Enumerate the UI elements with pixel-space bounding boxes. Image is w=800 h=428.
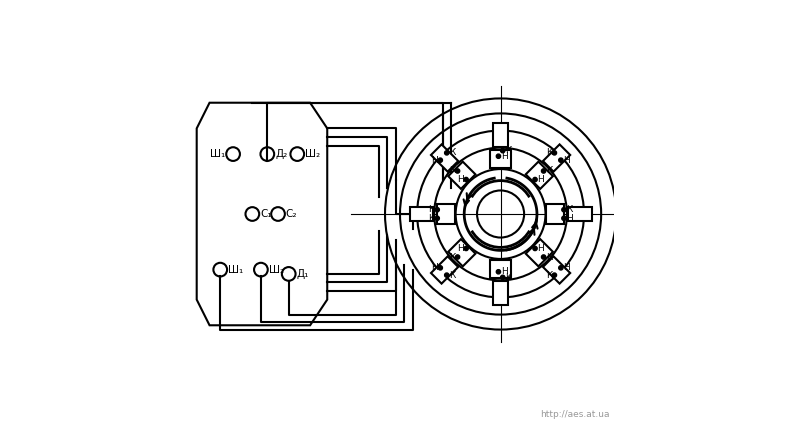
Bar <box>410 207 433 222</box>
Text: К: К <box>546 149 552 158</box>
Circle shape <box>445 273 449 277</box>
Circle shape <box>435 208 439 212</box>
Bar <box>543 144 570 172</box>
Circle shape <box>562 216 566 220</box>
Text: Н: Н <box>538 175 544 184</box>
Circle shape <box>445 151 449 155</box>
Bar <box>448 239 475 266</box>
Text: Ш₂: Ш₂ <box>305 149 320 159</box>
Circle shape <box>455 169 460 173</box>
Text: К: К <box>449 166 455 175</box>
Circle shape <box>496 154 501 158</box>
Bar <box>526 239 553 266</box>
Text: Н: Н <box>538 244 544 253</box>
Circle shape <box>562 208 566 212</box>
Bar <box>543 256 570 284</box>
Text: К: К <box>546 270 552 279</box>
Circle shape <box>438 266 442 270</box>
Bar <box>490 260 511 278</box>
Circle shape <box>435 216 439 220</box>
Text: Н: Н <box>457 244 464 253</box>
Text: К: К <box>449 149 455 158</box>
Text: К: К <box>546 253 552 262</box>
Bar <box>431 144 458 172</box>
Circle shape <box>455 255 460 259</box>
Text: http://aes.at.ua: http://aes.at.ua <box>540 410 610 419</box>
Circle shape <box>464 247 468 251</box>
Circle shape <box>542 255 546 259</box>
Text: Н: Н <box>501 267 507 276</box>
Bar <box>526 162 553 189</box>
Circle shape <box>533 247 537 251</box>
Text: Н: Н <box>563 156 570 165</box>
Bar <box>448 162 475 189</box>
Bar <box>493 123 508 146</box>
Text: К: К <box>505 273 511 282</box>
Circle shape <box>438 158 442 162</box>
Text: Н: Н <box>457 175 464 184</box>
Circle shape <box>501 149 505 153</box>
Text: К: К <box>546 166 552 175</box>
Text: Д₁: Д₁ <box>297 269 309 279</box>
Bar <box>493 282 508 305</box>
Text: Н: Н <box>431 156 438 165</box>
Text: С₂: С₂ <box>286 209 298 219</box>
Circle shape <box>533 177 537 181</box>
Text: К: К <box>429 214 435 223</box>
Bar <box>568 207 591 222</box>
Text: Ш₁: Ш₁ <box>210 149 226 159</box>
Text: Н: Н <box>501 152 507 161</box>
Text: К: К <box>505 146 511 155</box>
Bar <box>490 150 511 168</box>
Bar <box>431 256 458 284</box>
Circle shape <box>496 270 501 274</box>
Circle shape <box>501 275 505 279</box>
Circle shape <box>552 151 557 155</box>
Text: К: К <box>449 253 455 262</box>
Circle shape <box>558 266 563 270</box>
Circle shape <box>552 273 557 277</box>
Circle shape <box>558 158 563 162</box>
Circle shape <box>542 169 546 173</box>
Text: Ш₂: Ш₂ <box>269 265 284 275</box>
Bar <box>437 204 454 224</box>
Circle shape <box>464 177 468 181</box>
Text: Н: Н <box>431 263 438 272</box>
Text: Н: Н <box>428 205 435 214</box>
Text: С₁: С₁ <box>260 209 272 219</box>
Text: Д₂: Д₂ <box>275 149 287 159</box>
Bar <box>546 204 564 224</box>
Text: К: К <box>449 270 455 279</box>
Text: Н: Н <box>566 214 573 223</box>
Text: Ш₁: Ш₁ <box>228 265 243 275</box>
Text: Н: Н <box>563 263 570 272</box>
Text: К: К <box>566 205 573 214</box>
